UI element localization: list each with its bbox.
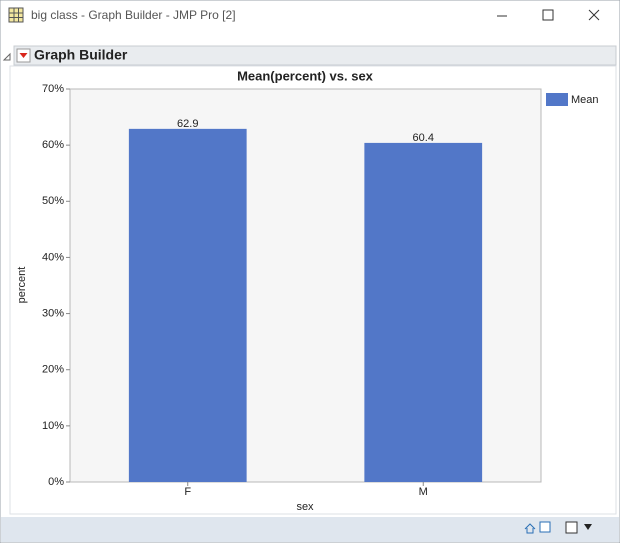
- dropdown-button[interactable]: [584, 524, 592, 530]
- y-tick-label: 10%: [42, 420, 64, 432]
- window-title: big class - Graph Builder - JMP Pro [2]: [31, 8, 236, 22]
- y-tick-label: 30%: [42, 307, 64, 319]
- bar: [364, 142, 483, 482]
- layout-button[interactable]: [565, 521, 578, 534]
- y-tick-label: 70%: [42, 83, 64, 95]
- status-bar: [1, 517, 619, 542]
- app-icon: [8, 7, 24, 23]
- y-tick-label: 50%: [42, 195, 64, 207]
- maximize-button[interactable]: [542, 9, 554, 21]
- x-tick-label: M: [419, 486, 428, 498]
- legend-label: Mean: [571, 94, 599, 106]
- export-button[interactable]: [539, 521, 551, 533]
- home-button[interactable]: [524, 523, 536, 534]
- bar: [128, 128, 247, 482]
- x-axis-label: sex: [296, 501, 314, 513]
- value-label: 62.9: [177, 118, 198, 130]
- outline-header: [13, 45, 617, 66]
- y-axis-label: percent: [16, 267, 28, 304]
- y-tick-label: 40%: [42, 251, 64, 263]
- y-tick-label: 0%: [48, 476, 64, 488]
- close-button[interactable]: [588, 9, 600, 21]
- y-tick-label: 20%: [42, 364, 64, 376]
- disclosure-icon[interactable]: [2, 52, 11, 61]
- chart-title: Mean(percent) vs. sex: [237, 68, 374, 83]
- y-tick-label: 60%: [42, 139, 64, 151]
- legend-swatch: [546, 93, 568, 106]
- value-label: 60.4: [413, 132, 434, 144]
- x-tick-label: F: [184, 486, 191, 498]
- outline-title: Graph Builder: [34, 47, 128, 63]
